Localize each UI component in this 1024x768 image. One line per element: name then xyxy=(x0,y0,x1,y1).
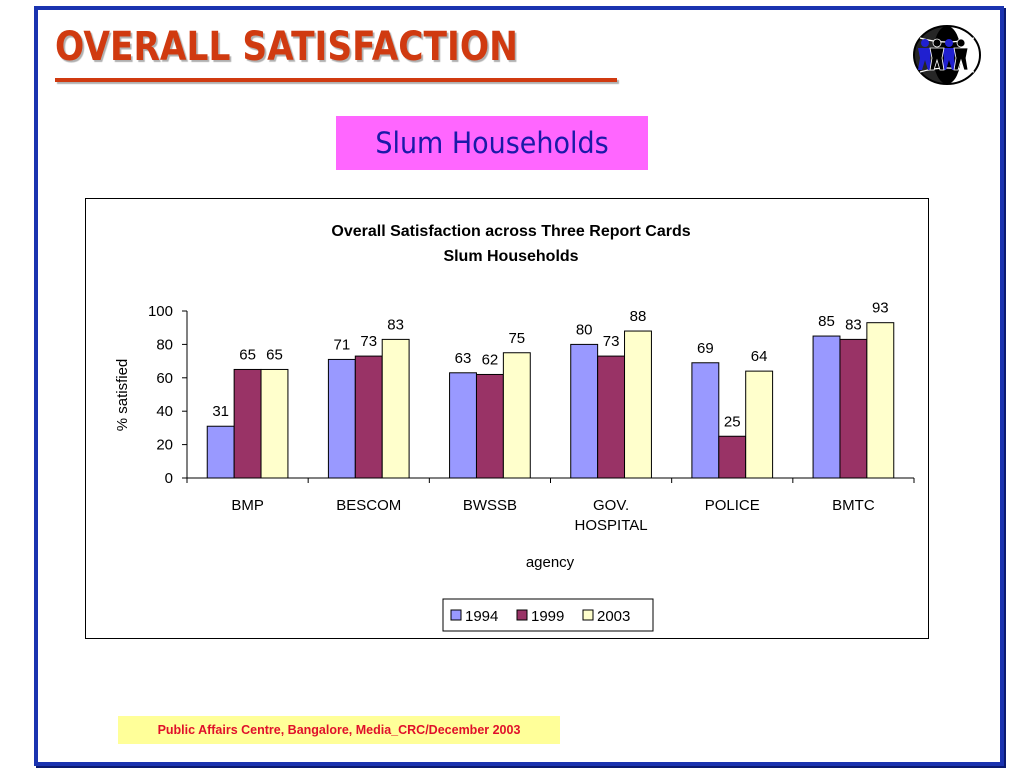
slide-title: OVERALL SATISFACTION xyxy=(55,24,518,70)
data-label: 25 xyxy=(724,413,741,430)
y-tick-label: 20 xyxy=(156,437,173,454)
x-tick-label: BMTC xyxy=(832,497,875,514)
legend-swatch-1999 xyxy=(516,609,528,621)
data-label: 85 xyxy=(818,313,835,330)
legend-swatch-2003 xyxy=(582,609,594,621)
x-axis-label: agency xyxy=(526,554,575,571)
subtitle-text: Slum Households xyxy=(375,126,609,160)
x-tick-label: POLICE xyxy=(705,497,760,514)
data-label: 62 xyxy=(482,351,499,368)
bar-2003-bmtc xyxy=(866,322,895,479)
bar-1994-bmp xyxy=(206,425,235,479)
legend-label: 1994 xyxy=(465,608,498,625)
bar-2003-bescom xyxy=(381,338,410,479)
data-label: 73 xyxy=(360,333,377,350)
bar-1999-gov-hospital xyxy=(597,355,626,479)
bar-1994-gov-hospital xyxy=(570,343,599,479)
bar-1999-police xyxy=(718,435,747,479)
data-label: 31 xyxy=(212,403,229,420)
title-underline xyxy=(55,78,617,82)
data-label: 75 xyxy=(508,330,525,347)
globe-with-people-icon xyxy=(913,25,981,85)
slide-frame xyxy=(34,6,1004,766)
data-label: 73 xyxy=(603,333,620,350)
bar-1994-bmtc xyxy=(812,335,841,479)
legend-swatch-1994 xyxy=(450,609,462,621)
y-tick-label: 100 xyxy=(148,303,173,320)
data-label: 80 xyxy=(576,321,593,338)
footer-text: Public Affairs Centre, Bangalore, Media_… xyxy=(157,723,521,737)
subtitle-banner: Slum Households xyxy=(336,116,648,170)
x-tick-label: BWSSB xyxy=(463,497,517,514)
data-label: 65 xyxy=(266,346,283,363)
bar-1994-bescom xyxy=(327,358,356,479)
data-label: 63 xyxy=(455,350,472,367)
x-tick-label: GOV. xyxy=(593,497,629,514)
bar-chart: Overall Satisfaction across Three Report… xyxy=(114,223,915,632)
data-label: 65 xyxy=(239,346,256,363)
legend-label: 1999 xyxy=(531,608,564,625)
data-label: 93 xyxy=(872,300,889,317)
data-label: 64 xyxy=(751,348,768,365)
data-label: 71 xyxy=(334,336,351,353)
bar-2003-bwssb xyxy=(502,352,531,479)
data-label: 83 xyxy=(845,316,862,333)
data-label: 88 xyxy=(630,308,647,325)
y-axis-label: % satisfied xyxy=(114,359,131,432)
y-tick-label: 80 xyxy=(156,336,173,353)
bar-2003-police xyxy=(745,370,774,479)
legend-box xyxy=(442,598,654,632)
footer-banner: Public Affairs Centre, Bangalore, Media_… xyxy=(118,716,560,744)
bar-2003-gov-hospital xyxy=(624,330,652,479)
legend-label: 2003 xyxy=(597,608,630,625)
bar-2003-bmp xyxy=(260,368,289,479)
data-label: 83 xyxy=(387,316,404,333)
chart-title: Overall Satisfaction across Three Report… xyxy=(331,223,690,240)
y-tick-label: 0 xyxy=(165,470,173,487)
y-tick-label: 40 xyxy=(156,403,173,420)
x-tick-label: BMP xyxy=(231,497,264,514)
data-label: 69 xyxy=(697,340,714,357)
bar-1999-bescom xyxy=(354,355,383,479)
x-tick-label: HOSPITAL xyxy=(575,517,648,534)
bar-1994-police xyxy=(691,362,720,479)
x-tick-label: BESCOM xyxy=(336,497,401,514)
legend: 1994 1999 2003 xyxy=(442,598,654,632)
bar-1999-bmp xyxy=(233,368,262,479)
plot-area: 0 20 40 60 80 100 31 65 65 BMP 71 73 83 BESCOM 63 62 75 B… xyxy=(148,300,915,534)
bar-1999-bwssb xyxy=(475,373,504,479)
bar-1999-bmtc xyxy=(839,338,868,479)
bar-1994-bwssb xyxy=(449,372,477,479)
chart-subtitle: Slum Households xyxy=(443,248,578,265)
chart-container: Overall Satisfaction across Three Report… xyxy=(85,198,929,639)
y-tick-label: 60 xyxy=(156,370,173,387)
